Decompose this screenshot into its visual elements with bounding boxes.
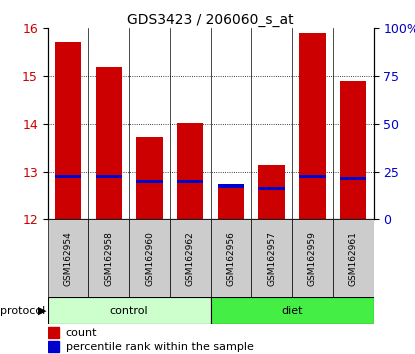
Bar — [340, 81, 366, 219]
Bar — [88, 219, 129, 297]
Text: GSM162959: GSM162959 — [308, 231, 317, 286]
Bar — [95, 67, 122, 219]
Bar — [177, 180, 203, 183]
Bar — [251, 219, 292, 297]
Bar — [259, 165, 285, 219]
Bar — [95, 175, 122, 178]
Bar — [177, 123, 203, 219]
Text: protocol: protocol — [0, 306, 45, 316]
Text: GSM162962: GSM162962 — [186, 231, 195, 286]
Title: GDS3423 / 206060_s_at: GDS3423 / 206060_s_at — [127, 13, 294, 27]
Bar — [129, 219, 170, 297]
Bar — [340, 177, 366, 181]
Text: GSM162954: GSM162954 — [63, 231, 73, 286]
Bar — [218, 184, 244, 188]
Text: GSM162960: GSM162960 — [145, 231, 154, 286]
Bar — [48, 297, 210, 324]
Bar — [210, 297, 374, 324]
Text: ▶: ▶ — [38, 306, 46, 316]
Bar — [136, 137, 163, 219]
Bar — [170, 219, 210, 297]
Bar — [55, 175, 81, 178]
Text: GSM162956: GSM162956 — [227, 231, 235, 286]
Bar — [299, 175, 326, 178]
Text: GSM162958: GSM162958 — [104, 231, 113, 286]
Text: count: count — [66, 328, 97, 338]
Bar — [48, 327, 59, 338]
Bar — [218, 188, 244, 219]
Text: control: control — [110, 306, 149, 316]
Text: diet: diet — [281, 306, 303, 316]
Bar — [48, 219, 88, 297]
Bar — [299, 33, 326, 219]
Bar — [210, 219, 251, 297]
Text: GSM162957: GSM162957 — [267, 231, 276, 286]
Text: percentile rank within the sample: percentile rank within the sample — [66, 342, 254, 352]
Bar — [48, 341, 59, 353]
Bar — [259, 187, 285, 190]
Text: GSM162961: GSM162961 — [349, 231, 358, 286]
Bar — [136, 180, 163, 183]
Bar — [55, 42, 81, 219]
Bar — [333, 219, 374, 297]
Bar — [292, 219, 333, 297]
